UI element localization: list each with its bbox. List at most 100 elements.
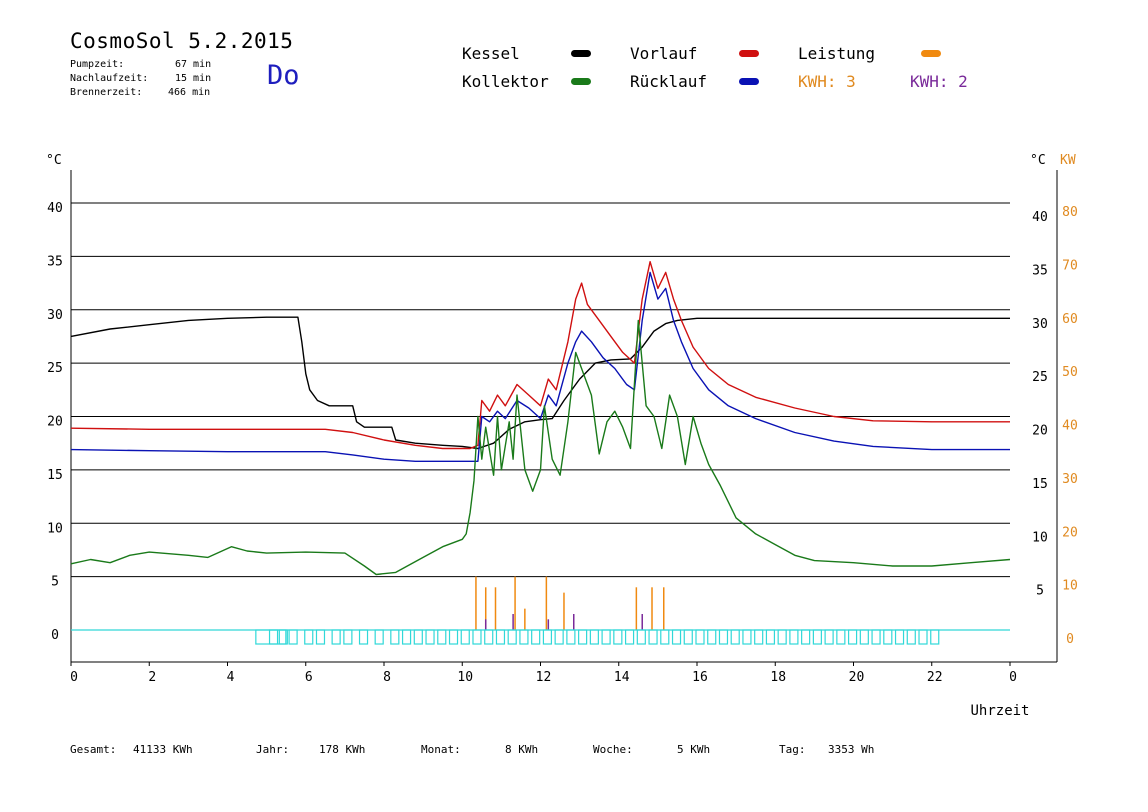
pump-indicator: [331, 629, 341, 645]
y-tick-label-left: 40: [47, 201, 63, 216]
legend-ruecklauf-swatch: [739, 78, 759, 85]
footer-tag-label: Tag:: [779, 743, 806, 756]
pump-indicator: [883, 629, 893, 645]
pump-indicator: [390, 629, 400, 645]
pump-indicator: [695, 629, 705, 645]
y-tick-label-right: 30: [1032, 317, 1048, 332]
pump-time-value: 67 min: [175, 59, 212, 70]
pump-indicator: [460, 629, 470, 645]
pump-indicator: [707, 629, 717, 645]
pump-indicator: [531, 629, 541, 645]
kw-tick-label: 70: [1062, 258, 1078, 273]
pump-indicator: [589, 629, 599, 645]
x-tick-label: 12: [536, 670, 552, 685]
pump-indicator: [824, 629, 834, 645]
x-tick-label: 8: [383, 670, 391, 685]
pump-indicator: [425, 629, 435, 645]
y-tick-label-left: 25: [47, 361, 63, 376]
weekday-label: Do: [267, 60, 300, 91]
legend-ruecklauf-label: Rücklauf: [630, 72, 708, 91]
pump-indicator: [918, 629, 928, 645]
legend-leistung-label: Leistung: [798, 44, 876, 63]
pump-indicator: [777, 629, 787, 645]
kw-tick-label: 10: [1062, 579, 1078, 594]
x-tick-label: 10: [457, 670, 473, 685]
series-line-kollektor: [70, 319, 1011, 576]
chart-title: CosmoSol 5.2.2015: [70, 29, 294, 53]
pump-indicator: [894, 629, 905, 645]
brenner-time-value: 466 min: [168, 87, 211, 98]
pump-indicator: [859, 629, 869, 645]
pump-indicator: [542, 629, 553, 645]
pump-indicator: [601, 629, 611, 645]
kw-tick-label: 50: [1062, 365, 1078, 380]
y-tick-label-left: 15: [47, 468, 63, 483]
pump-indicator: [507, 629, 517, 645]
legend-kessel-swatch: [571, 50, 591, 57]
pump-indicator: [906, 629, 916, 645]
y-tick-label-right: 10: [1032, 530, 1048, 545]
y-tick-label-left: 35: [47, 254, 63, 269]
pump-indicator: [847, 629, 858, 645]
footer-monat-label: Monat:: [421, 743, 461, 756]
pump-indicator: [636, 629, 646, 645]
pump-indicator: [566, 629, 576, 645]
pump-indicator: [812, 629, 822, 645]
pump-indicator: [730, 629, 740, 645]
legend-kwh2-label: KWH: 2: [910, 72, 968, 91]
axis-labels: 0 2 4 6 8 10 12 14 16 18 20 22 0 0 5 5 10 10 15 15 20 20 25 25 3…: [46, 153, 1078, 719]
y-tick-label-right: 35: [1032, 263, 1048, 278]
kw-tick-label: 30: [1062, 472, 1078, 487]
brenner-time-label: Brennerzeit:: [70, 87, 143, 98]
footer-woche-label: Woche:: [593, 743, 633, 756]
pump-indicator: [613, 629, 623, 645]
pump-indicator: [718, 629, 729, 645]
pump-indicator: [754, 629, 764, 645]
pump-indicator: [413, 629, 423, 645]
y-tick-label-right: 25: [1032, 370, 1048, 385]
y-tick-label-left: 5: [51, 575, 59, 590]
x-tick-label: 18: [770, 670, 786, 685]
pump-indicator: [801, 629, 811, 645]
x-axis-title: Uhrzeit: [970, 703, 1029, 719]
power-spikes: [475, 576, 665, 630]
x-tick-label: 14: [614, 670, 630, 685]
footer-tag-value: 3353 Wh: [828, 743, 875, 756]
pump-indicator: [448, 629, 459, 645]
pump-indicator: [742, 629, 752, 645]
footer-gesamt-value: 41133 KWh: [133, 743, 193, 756]
y-axis-unit-left: °C: [46, 153, 62, 168]
pump-indicator: [484, 629, 494, 645]
legend-vorlauf-label: Vorlauf: [630, 44, 698, 63]
kw-tick-label: 80: [1062, 205, 1078, 220]
kw-tick-label: 40: [1062, 419, 1078, 434]
x-tick-label: 4: [227, 670, 235, 685]
y-tick-label-right: 5: [1036, 584, 1044, 599]
footer-woche-value: 5 KWh: [677, 743, 711, 756]
pump-indicator: [472, 629, 482, 645]
y-tick-label-right: 20: [1032, 424, 1048, 439]
x-tick-label: 22: [927, 670, 943, 685]
x-tick-label: 6: [305, 670, 313, 685]
y-tick-label-left: 30: [47, 308, 63, 323]
pump-indicator: [343, 629, 353, 645]
kw-tick-label: 20: [1062, 525, 1078, 540]
pump-indicator: [278, 629, 288, 645]
footer-jahr-label: Jahr:: [256, 743, 290, 756]
pump-indicator: [268, 629, 279, 645]
legend-leistung-swatch: [921, 50, 941, 57]
y-tick-label-left: 0: [51, 628, 59, 643]
legend-kollektor-label: Kollektor: [462, 72, 549, 91]
pump-indicator: [374, 629, 384, 645]
pump-indicator: [871, 629, 881, 645]
series-line-rcklauf: [70, 271, 1010, 462]
kw-tick-label: 60: [1062, 312, 1078, 327]
pump-indicator: [288, 629, 298, 645]
kw-axis-unit: KW: [1060, 153, 1076, 168]
pump-indicator: [624, 629, 635, 645]
legend-kessel-label: Kessel: [462, 44, 520, 63]
pump-indicator: [836, 629, 846, 645]
pump-indicator: [315, 629, 326, 645]
y-tick-label-right: 40: [1032, 210, 1048, 225]
